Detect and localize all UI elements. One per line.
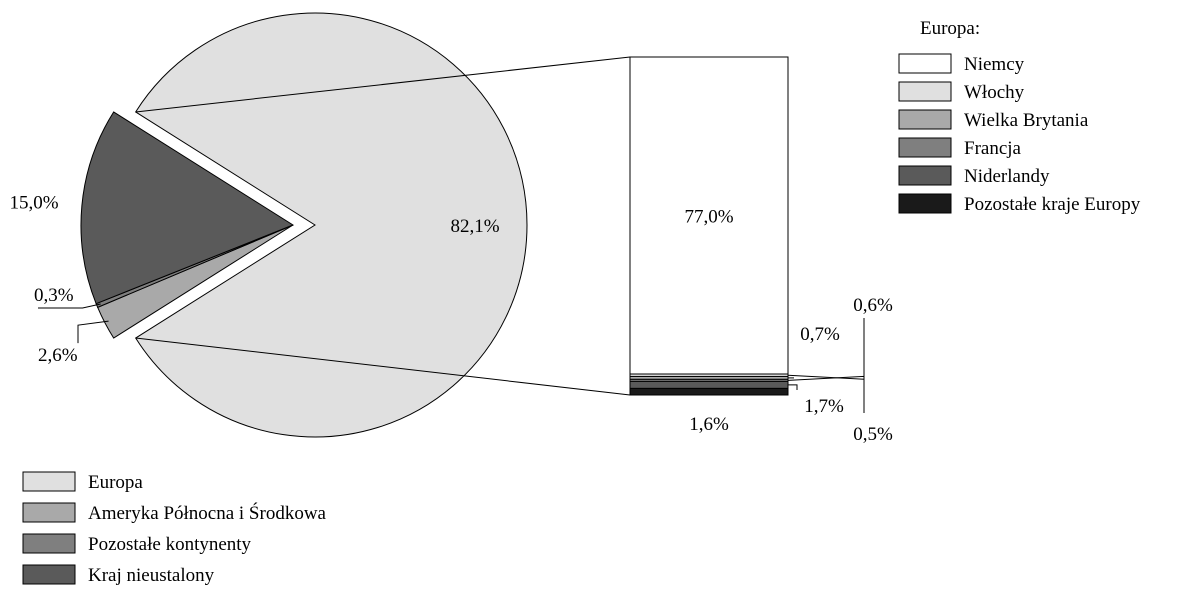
bar-leader-francja <box>787 375 865 413</box>
legend-swatch-wielka-brytania <box>898 109 952 130</box>
legend-item-wlochy: Włochy <box>898 81 1025 103</box>
legend-swatch-niderlandy <box>898 165 952 186</box>
legend-label-wlochy: Włochy <box>964 82 1025 103</box>
legend-item-ameryka-polnocna-i-srodkowa: Ameryka Północna i Środkowa <box>22 502 327 524</box>
bar-label-francja: 0,5% <box>853 424 893 445</box>
legend-europe: Europa: Niemcy Włochy Wielka Brytania Francj… <box>898 18 1141 215</box>
pie-leader-ameryka <box>77 320 109 344</box>
legend-swatch-wlochy <box>898 81 952 102</box>
legend-continents: Europa Ameryka Północna i Środkowa Pozosta… <box>22 471 327 586</box>
pie-slice-kraj-nieustalony <box>80 111 295 305</box>
bar-label-wielka-brytania: 0,7% <box>800 324 840 345</box>
bar-value-labels: 77,0% 0,6% 0,7% 0,5% 1,7% 1,6% <box>684 207 893 445</box>
legend-label-niderlandy: Niderlandy <box>964 166 1050 187</box>
bar-leader-niderlandy <box>788 384 798 390</box>
legend-swatch-ameryka-polnocna-i-srodkowa <box>22 502 76 523</box>
legend-item-niderlandy: Niderlandy <box>898 165 1050 187</box>
legend-label-francja: Francja <box>964 138 1022 159</box>
pie-slice-europa <box>134 12 528 438</box>
legend-label-pozostale-kraje-europy: Pozostałe kraje Europy <box>964 194 1141 215</box>
bar-label-wlochy: 0,6% <box>853 295 893 316</box>
legend-item-wielka-brytania: Wielka Brytania <box>898 109 1089 131</box>
bar-segment-pozostale-kraje-europy <box>629 387 789 396</box>
pie-label-europa: 82,1% <box>450 216 499 237</box>
legend-swatch-pozostale-kraje-europy <box>898 193 952 214</box>
connector-bottom <box>135 337 631 396</box>
connector-top <box>135 56 631 113</box>
legend-swatch-pozostale-kontynenty <box>22 533 76 554</box>
pie-label-pozostale-kontynenty: 0,3% <box>34 285 74 306</box>
bar-label-niemcy: 77,0% <box>684 207 733 228</box>
bar-segment-niderlandy <box>629 380 789 389</box>
legend-item-francja: Francja <box>898 137 1022 159</box>
legend-swatch-niemcy <box>898 53 952 74</box>
bar-label-niderlandy: 1,7% <box>804 396 844 417</box>
legend-item-europa: Europa <box>22 471 143 493</box>
bar-label-pozostale-kraje: 1,6% <box>689 414 729 435</box>
pie-to-bar-connectors <box>135 56 631 396</box>
bar-segment-niemcy <box>629 56 789 375</box>
pie-label-kraj-nieustalony: 15,0% <box>10 192 59 213</box>
legend-label-ameryka-polnocna-i-srodkowa: Ameryka Północna i Środkowa <box>88 502 327 524</box>
legend-item-niemcy: Niemcy <box>898 53 1025 75</box>
legend-label-europa: Europa <box>88 472 143 493</box>
pie-leader-pozostale-kontynenty <box>38 303 101 309</box>
legend-item-pozostale-kraje-europy: Pozostałe kraje Europy <box>898 193 1141 215</box>
pie-label-ameryka: 2,6% <box>38 345 78 366</box>
europe-breakdown-bar <box>629 56 789 396</box>
legend-item-kraj-nieustalony: Kraj nieustalony <box>22 564 215 586</box>
legend-label-niemcy: Niemcy <box>964 54 1025 75</box>
legend-swatch-francja <box>898 137 952 158</box>
legend-swatch-kraj-nieustalony <box>22 564 76 585</box>
legend-label-wielka-brytania: Wielka Brytania <box>964 110 1089 131</box>
legend-europe-title: Europa: <box>920 18 980 39</box>
legend-item-pozostale-kontynenty: Pozostałe kontynenty <box>22 533 252 555</box>
legend-swatch-europa <box>22 471 76 492</box>
pie-chart: 82,1% 15,0% 0,3% 2,6% <box>10 12 528 438</box>
legend-label-kraj-nieustalony: Kraj nieustalony <box>88 565 215 586</box>
legend-label-pozostale-kontynenty: Pozostałe kontynenty <box>88 534 252 555</box>
